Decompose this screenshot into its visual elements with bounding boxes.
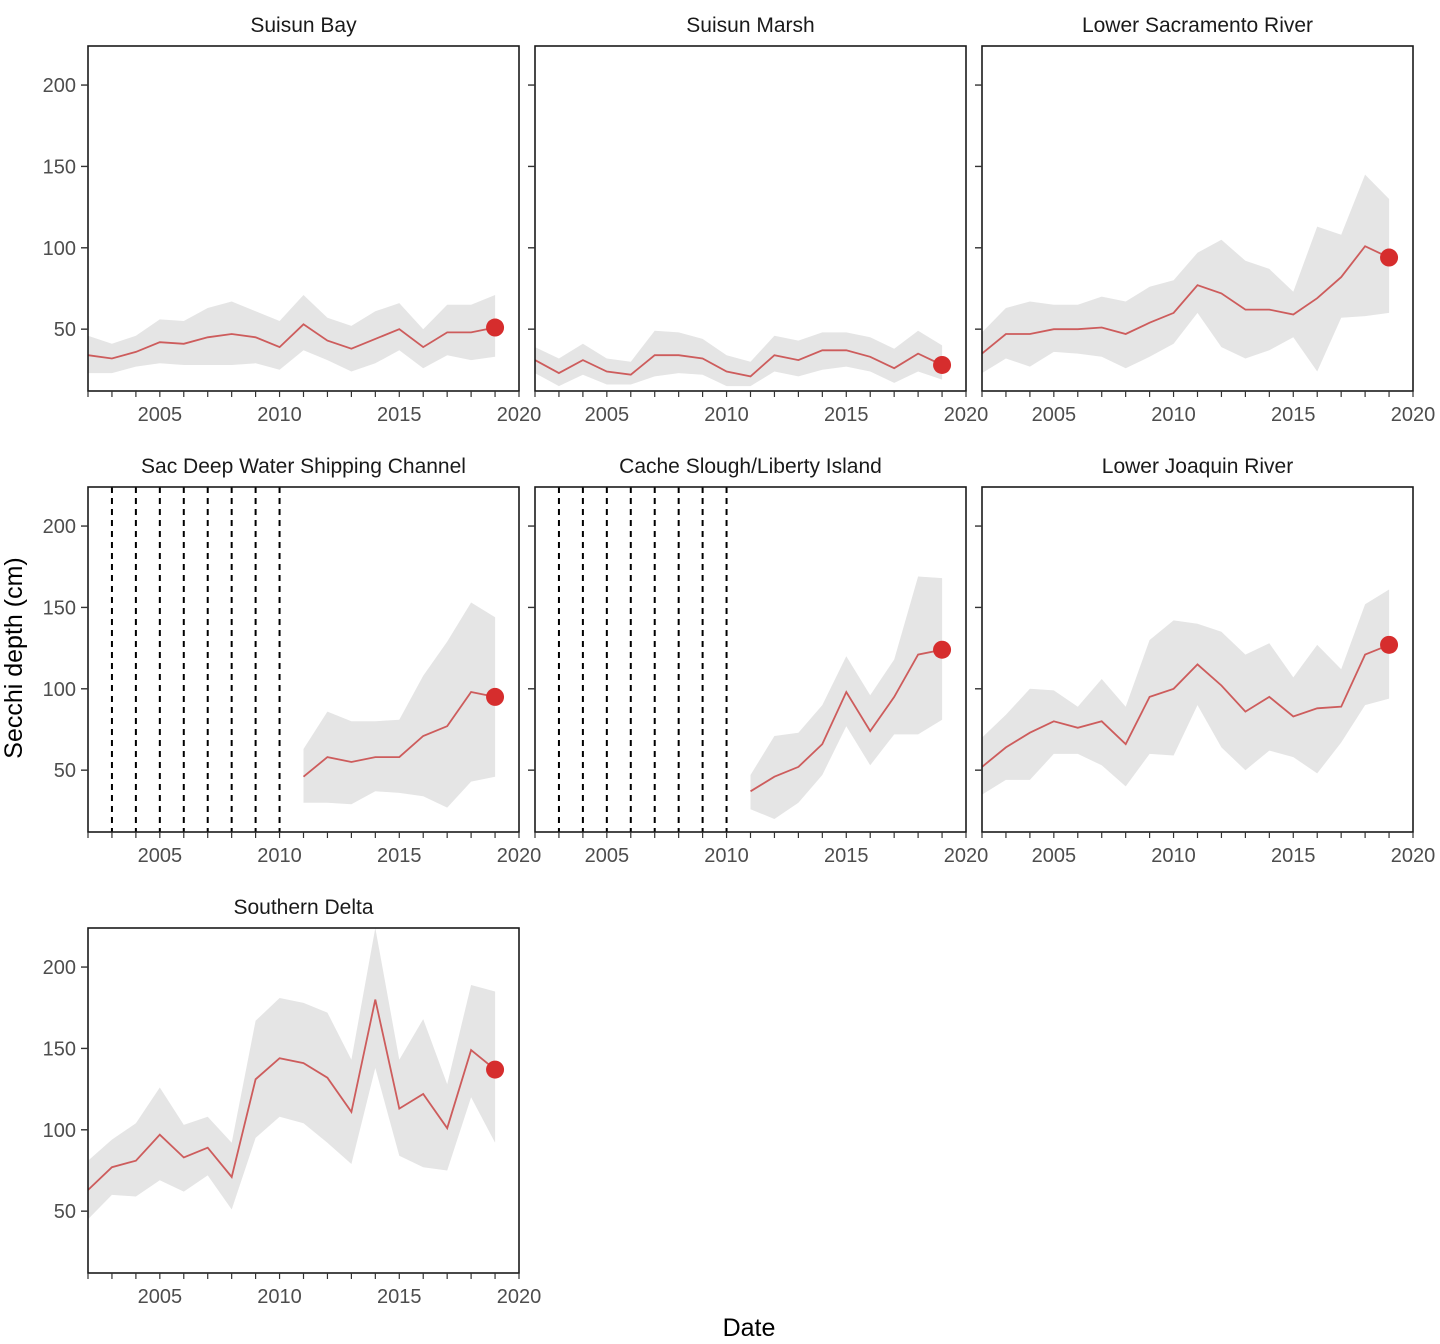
highlight-point [486, 1060, 505, 1079]
y-tick-label: 200 [43, 957, 76, 979]
x-tick-label: 2010 [257, 1286, 302, 1308]
y-tick-label: 50 [54, 319, 76, 341]
x-tick-label: 2005 [138, 404, 183, 426]
highlight-point [1380, 248, 1399, 267]
panel-title: Lower Joaquin River [1102, 455, 1293, 478]
x-tick-label: 2010 [1151, 845, 1196, 867]
series-line [750, 648, 943, 793]
y-tick-label: 50 [54, 760, 76, 782]
panel: Lower Sacramento River 2005 2010 2015 2020 [975, 14, 1435, 426]
panel-title: Cache Slough/Liberty Island [619, 455, 882, 478]
x-tick-label: 2020 [1391, 404, 1436, 426]
panel: Lower Joaquin River 2005 2010 2015 2020 [975, 455, 1435, 867]
series-line [87, 323, 496, 360]
highlight-point [933, 640, 952, 659]
y-axis-title: Secchi depth (cm) [0, 557, 28, 758]
x-tick-label: 2015 [824, 845, 869, 867]
confidence-ribbon [88, 295, 496, 374]
confidence-ribbon [982, 589, 1390, 795]
panel-title: Southern Delta [233, 896, 373, 919]
confidence-ribbon [303, 602, 496, 808]
panel-title: Suisun Bay [250, 14, 357, 37]
x-tick-label: 2020 [1391, 845, 1436, 867]
panel: Sac Deep Water Shipping Channel 50 100 150 2… [43, 455, 542, 867]
y-tick-label: 150 [43, 156, 76, 178]
x-tick-label: 2015 [377, 845, 422, 867]
panel: Southern Delta 50 100 150 200 2005 2010 2015 202… [43, 896, 542, 1308]
confidence-ribbon [750, 576, 943, 819]
y-tick-label: 150 [43, 597, 76, 619]
x-tick-label: 2005 [1032, 404, 1077, 426]
x-tick-label: 2010 [704, 845, 749, 867]
highlight-point [933, 355, 952, 374]
x-tick-label: 2020 [944, 845, 989, 867]
x-tick-label: 2010 [257, 845, 302, 867]
y-tick-label: 100 [43, 1120, 76, 1142]
x-tick-label: 2005 [1032, 845, 1077, 867]
y-tick-label: 200 [43, 516, 76, 538]
confidence-ribbon [535, 330, 943, 387]
x-tick-label: 2015 [824, 404, 869, 426]
series-line [981, 245, 1390, 355]
x-tick-label: 2020 [944, 404, 989, 426]
y-tick-label: 200 [43, 75, 76, 97]
x-tick-label: 2010 [257, 404, 302, 426]
highlight-point [486, 687, 505, 706]
x-tick-label: 2005 [585, 845, 630, 867]
confidence-ribbon [88, 928, 496, 1220]
x-tick-label: 2015 [377, 1286, 422, 1308]
x-tick-label: 2010 [1151, 404, 1196, 426]
panel: Cache Slough/Liberty Island 2005 2010 2015 2… [528, 455, 988, 867]
series-line [981, 644, 1390, 768]
panel-title: Sac Deep Water Shipping Channel [141, 455, 466, 478]
x-tick-label: 2015 [1271, 404, 1316, 426]
x-axis-title: Date [723, 1314, 776, 1342]
x-tick-label: 2005 [138, 845, 183, 867]
confidence-ribbon [982, 174, 1390, 374]
y-tick-label: 50 [54, 1201, 76, 1223]
x-tick-label: 2020 [497, 404, 542, 426]
highlight-point [486, 318, 505, 337]
x-tick-label: 2010 [704, 404, 749, 426]
x-tick-label: 2020 [497, 845, 542, 867]
series-line [302, 690, 496, 778]
y-tick-label: 100 [43, 679, 76, 701]
x-tick-label: 2015 [377, 404, 422, 426]
x-tick-label: 2005 [585, 404, 630, 426]
x-tick-label: 2005 [138, 1286, 183, 1308]
panel-title: Suisun Marsh [686, 14, 814, 37]
series-line [87, 999, 496, 1191]
panel: Suisun Bay 50 100 150 200 2005 2010 2015 2020 [43, 14, 542, 426]
y-tick-label: 100 [43, 238, 76, 260]
series-line [534, 349, 943, 378]
highlight-point [1380, 635, 1399, 654]
panel-title: Lower Sacramento River [1082, 14, 1313, 37]
panel-border [534, 45, 967, 392]
x-tick-label: 2020 [497, 1286, 542, 1308]
y-tick-label: 150 [43, 1038, 76, 1060]
x-tick-label: 2015 [1271, 845, 1316, 867]
panel: Suisun Marsh 2005 2010 2015 2020 [528, 14, 988, 426]
